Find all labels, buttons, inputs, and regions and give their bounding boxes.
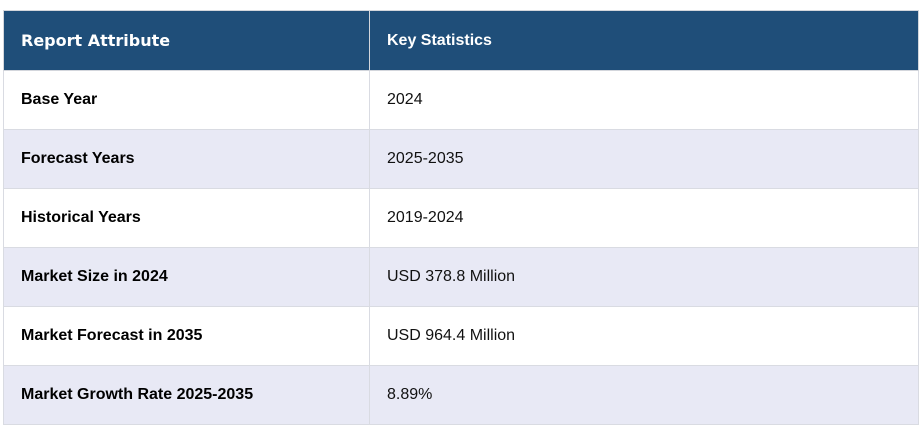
- row-attribute: Market Growth Rate 2025-2035: [3, 365, 370, 425]
- row-attribute: Market Forecast in 2035: [3, 306, 370, 366]
- table-row: Historical Years 2019-2024: [3, 188, 919, 248]
- row-value: 8.89%: [369, 365, 919, 425]
- row-value: USD 964.4 Million: [369, 306, 919, 366]
- row-attribute: Base Year: [3, 70, 370, 130]
- row-attribute: Market Size in 2024: [3, 247, 370, 307]
- table-row: Market Growth Rate 2025-2035 8.89%: [3, 365, 919, 425]
- row-attribute: Historical Years: [3, 188, 370, 248]
- table-row: Base Year 2024: [3, 70, 919, 130]
- table-header-row: Report Attribute Key Statistics: [3, 10, 919, 71]
- table-row: Forecast Years 2025-2035: [3, 129, 919, 189]
- column-header-key-statistics: Key Statistics: [369, 10, 919, 71]
- table-row: Market Size in 2024 USD 378.8 Million: [3, 247, 919, 307]
- table-row: Market Forecast in 2035 USD 964.4 Millio…: [3, 306, 919, 366]
- row-value: USD 378.8 Million: [369, 247, 919, 307]
- report-table-container: Report Attribute Key Statistics Base Yea…: [3, 10, 919, 425]
- column-header-report-attribute: Report Attribute: [3, 10, 370, 71]
- row-attribute: Forecast Years: [3, 129, 370, 189]
- row-value: 2025-2035: [369, 129, 919, 189]
- report-attributes-table: Report Attribute Key Statistics Base Yea…: [3, 10, 919, 425]
- row-value: 2019-2024: [369, 188, 919, 248]
- row-value: 2024: [369, 70, 919, 130]
